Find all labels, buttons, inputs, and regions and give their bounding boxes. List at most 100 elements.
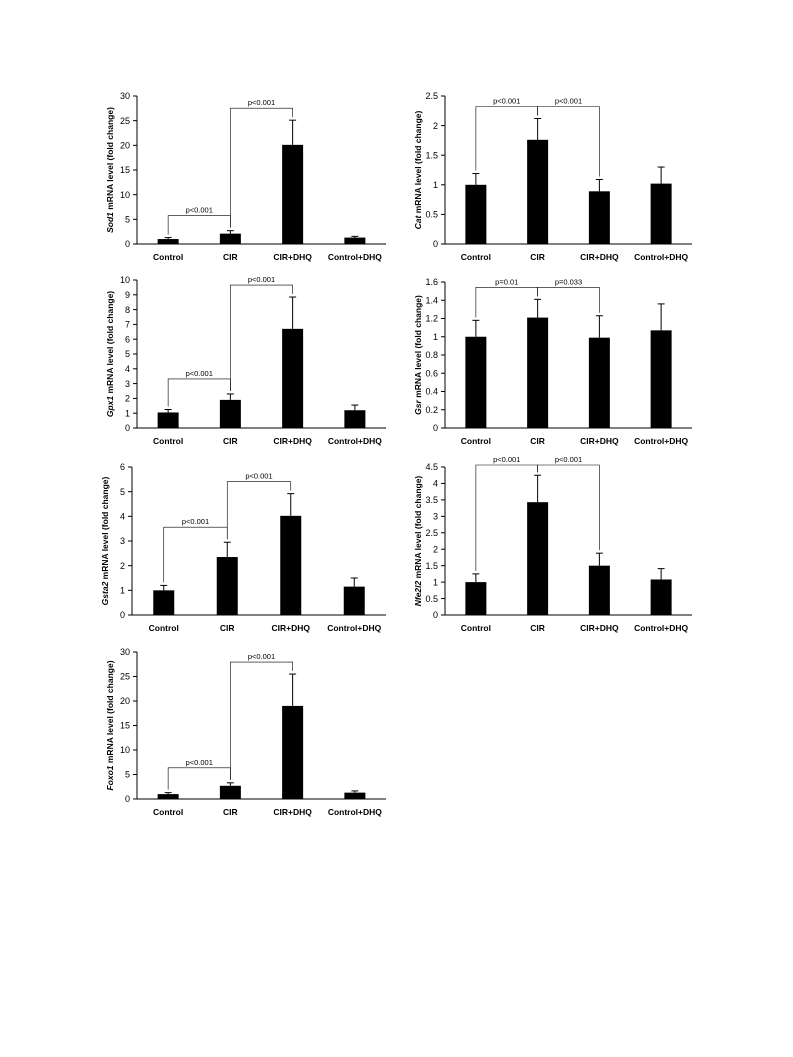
p-value-label: p=0.033 xyxy=(555,277,582,286)
bar-control xyxy=(157,794,179,799)
y-axis-label: Nfe2l2 mRNA level (fold change) xyxy=(413,476,423,607)
bracket-line xyxy=(230,661,293,780)
bar-control-dhq xyxy=(343,586,365,615)
x-tick-label: CIR+DHQ xyxy=(273,252,312,262)
x-tick-label: Control+DHQ xyxy=(634,623,688,633)
x-tick-label: Control xyxy=(461,623,491,633)
y-tick-label: 1.5 xyxy=(425,561,438,571)
bracket-line xyxy=(167,215,231,235)
y-tick-label: 1.5 xyxy=(425,150,438,160)
y-axis-label: Sod1 mRNA level (fold change) xyxy=(105,107,115,233)
y-tick-label: 2 xyxy=(125,394,130,404)
y-tick-label: 1 xyxy=(433,577,438,587)
bar-cir-dhq xyxy=(282,144,304,244)
y-tick-label: 30 xyxy=(120,647,130,657)
bar-control xyxy=(157,239,179,244)
p-value-label: p<0.001 xyxy=(182,517,209,526)
y-axis-label-text: mRNA level (fold change) xyxy=(100,477,110,582)
chart-sod1: 0 5 10 15 20 25 30 Control CIR CIR+DHQ Control+DHQ… xyxy=(105,91,386,262)
y-tick-label: 1.2 xyxy=(425,314,438,324)
significance-bracket: p<0.001 xyxy=(226,472,292,540)
bracket-line xyxy=(537,287,600,313)
p-value-label: p<0.001 xyxy=(186,206,213,215)
significance-bracket: p<0.001 xyxy=(537,455,600,551)
y-axis-label: Foxo1 mRNA level (fold change) xyxy=(105,660,115,790)
y-axis-label-gene: Gsr xyxy=(413,399,423,414)
x-tick-label: CIR xyxy=(220,623,235,633)
bar-cir xyxy=(527,317,549,428)
y-axis-label-gene: Sod1 xyxy=(105,212,115,233)
y-axis-label: Gsta2 mRNA level (fold change) xyxy=(100,477,110,606)
y-tick-label: 7 xyxy=(125,320,130,330)
y-tick-label: 0.4 xyxy=(425,387,438,397)
y-tick-label: 0 xyxy=(120,610,125,620)
chart-gsta2: 0 1 2 3 4 5 6 Control CIR CIR+DHQ Control+DHQ Gsta2… xyxy=(100,462,386,633)
bracket-line xyxy=(226,481,292,540)
p-value-label: p=0.01 xyxy=(495,277,518,286)
bar-cir xyxy=(219,399,241,428)
y-tick-label: 15 xyxy=(120,165,130,175)
x-tick-label: Control xyxy=(461,436,491,446)
y-tick-label: 0.6 xyxy=(425,368,438,378)
x-tick-label: Control xyxy=(153,252,183,262)
y-tick-label: 5 xyxy=(120,487,125,497)
chart-foxo1: 0 5 10 15 20 25 30 Control CIR CIR+DHQ Control+DHQ… xyxy=(105,647,386,817)
y-tick-label: 20 xyxy=(120,141,130,151)
y-tick-label: 1 xyxy=(433,180,438,190)
bracket-line xyxy=(475,287,538,318)
x-tick-label: CIR xyxy=(223,436,238,446)
x-tick-label: Control+DHQ xyxy=(328,436,382,446)
significance-bracket: p<0.001 xyxy=(167,758,231,790)
y-tick-label: 25 xyxy=(120,672,130,682)
bracket-line xyxy=(230,107,293,228)
bar-control-dhq xyxy=(650,183,672,244)
x-tick-label: CIR xyxy=(530,436,545,446)
x-tick-label: Control+DHQ xyxy=(328,807,382,817)
y-axis-label-text: mRNA level (fold change) xyxy=(105,660,115,765)
x-tick-label: CIR xyxy=(530,623,545,633)
bar-control xyxy=(153,590,175,615)
chart-cat: 0 0.5 1 1.5 2 2.5 Control CIR CIR+DHQ Control+DHQ… xyxy=(413,91,692,262)
y-tick-label: 20 xyxy=(120,696,130,706)
bar-control xyxy=(465,184,487,244)
y-tick-label: 2.5 xyxy=(425,91,438,101)
y-tick-label: 5 xyxy=(125,770,130,780)
bar-cir xyxy=(219,785,241,799)
y-axis-label-gene: Foxo1 xyxy=(105,765,115,790)
x-tick-label: Control xyxy=(461,252,491,262)
bar-control-dhq xyxy=(650,579,672,615)
significance-bracket: p<0.001 xyxy=(537,96,600,177)
x-tick-label: CIR xyxy=(223,807,238,817)
chart-gsr: 0 0.2 0.4 0.6 0.8 1 1.2 1.4 1.6 Control CIR CIR+DHQ… xyxy=(413,277,692,446)
y-tick-label: 10 xyxy=(120,745,130,755)
y-tick-label: 0 xyxy=(125,423,130,433)
x-tick-label: CIR+DHQ xyxy=(580,436,619,446)
y-tick-label: 1 xyxy=(433,332,438,342)
significance-bracket: p<0.001 xyxy=(230,275,293,391)
y-axis-label-text: mRNA level (fold change) xyxy=(105,107,115,212)
y-axis-label: Gpx1 mRNA level (fold change) xyxy=(105,291,115,417)
bracket-line xyxy=(537,464,600,551)
y-tick-label: 8 xyxy=(125,305,130,315)
y-axis-label-gene: Gsta2 xyxy=(100,581,110,605)
y-tick-label: 6 xyxy=(125,334,130,344)
bar-cir xyxy=(527,139,549,244)
x-tick-label: Control+DHQ xyxy=(327,623,381,633)
y-tick-label: 0.2 xyxy=(425,405,438,415)
significance-bracket: p<0.001 xyxy=(167,206,231,235)
y-axis-label-gene: Cat xyxy=(413,214,423,229)
y-tick-label: 3.5 xyxy=(425,495,438,505)
bar-control xyxy=(157,412,179,428)
y-tick-label: 0.5 xyxy=(425,210,438,220)
y-tick-label: 0 xyxy=(125,794,130,804)
y-tick-label: 1 xyxy=(120,586,125,596)
y-axis-label-text: mRNA level (fold change) xyxy=(413,110,423,215)
y-tick-label: 0 xyxy=(433,239,438,249)
p-value-label: p<0.001 xyxy=(493,96,520,105)
p-value-label: p<0.001 xyxy=(248,652,275,661)
y-tick-label: 10 xyxy=(120,190,130,200)
y-tick-label: 9 xyxy=(125,290,130,300)
y-tick-label: 4 xyxy=(120,512,125,522)
bar-cir xyxy=(219,233,241,244)
